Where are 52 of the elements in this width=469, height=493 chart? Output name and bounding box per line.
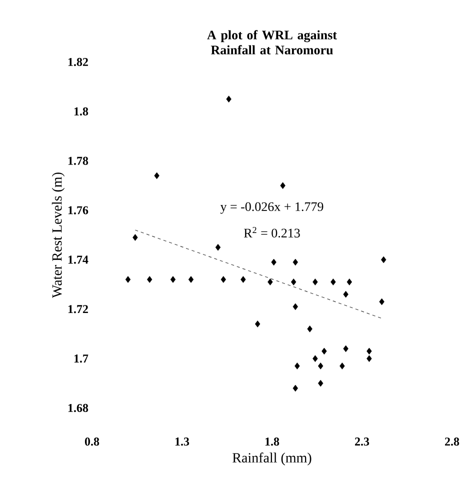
chart-title: A plot of WRL against Rainfall at Naromoru — [207, 30, 337, 54]
point — [255, 320, 260, 328]
x-tick-label: 1.8 — [265, 438, 280, 446]
point — [170, 276, 176, 283]
point — [215, 244, 221, 251]
point — [292, 384, 298, 392]
point — [271, 258, 276, 266]
point — [343, 290, 348, 298]
y-tick-label: 1.8 — [74, 107, 88, 116]
point — [240, 276, 246, 283]
point — [340, 362, 345, 370]
point — [322, 348, 327, 355]
point — [381, 256, 386, 264]
point — [379, 298, 384, 306]
x-tick-label: 1.3 — [175, 438, 190, 446]
annotation: y = -0.026x + 1.779 — [220, 202, 324, 214]
y-tick-label: 1.82 — [68, 58, 88, 66]
x-tick-label: 2.3 — [355, 438, 370, 446]
point — [147, 276, 152, 283]
point — [125, 276, 131, 283]
point — [366, 355, 372, 362]
y-axis-title: Water Rest Levels (m) — [52, 172, 65, 298]
point — [226, 96, 232, 102]
point — [291, 278, 296, 286]
point — [343, 345, 348, 352]
point — [312, 355, 318, 362]
point — [188, 276, 194, 283]
point — [294, 362, 300, 370]
point — [307, 326, 312, 332]
y-tick-label: 1.78 — [68, 156, 88, 165]
y-tick-label: 1.7 — [74, 354, 88, 363]
x-tick-label: 0.8 — [84, 438, 100, 446]
point — [318, 380, 324, 387]
annotation: R$^{2}$ = 0.213 — [244, 226, 300, 238]
x-tick-label: 2.8 — [445, 438, 460, 446]
y-tick-label: 1.74 — [68, 256, 88, 264]
point — [132, 234, 138, 241]
y-tick-label: 1.76 — [68, 206, 88, 214]
point — [330, 278, 336, 286]
point — [292, 258, 298, 266]
x-axis-title: Rainfall (mm) — [232, 452, 312, 466]
point — [312, 278, 318, 286]
point — [292, 303, 298, 310]
point — [220, 276, 226, 283]
point — [318, 362, 324, 370]
point — [268, 278, 273, 286]
point — [280, 182, 286, 189]
y-tick-label: 1.72 — [68, 305, 88, 314]
point — [346, 278, 352, 286]
point — [366, 348, 372, 355]
y-tick-label: 1.68 — [68, 404, 88, 412]
point — [154, 172, 160, 180]
